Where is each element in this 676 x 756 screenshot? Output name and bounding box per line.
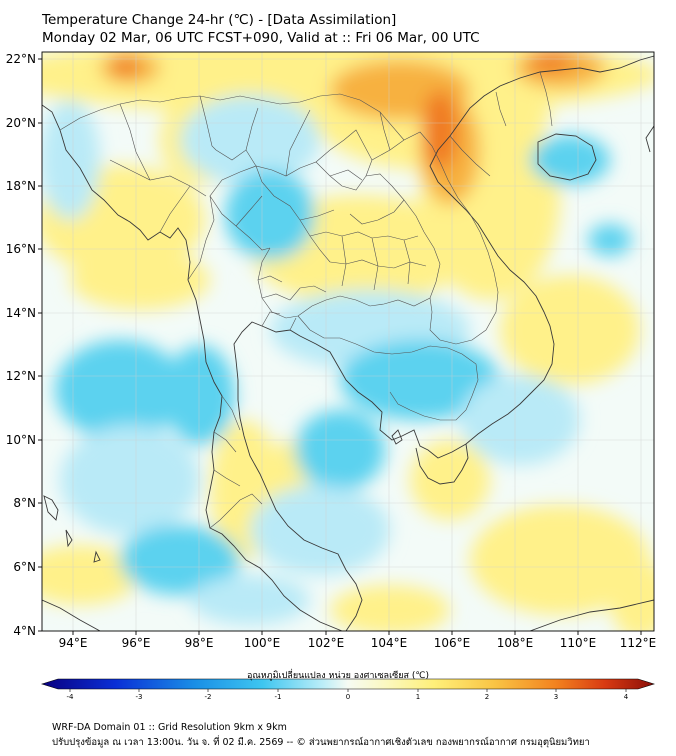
colorbar-tick-label: -3 xyxy=(136,693,143,701)
footer-line-1: WRF-DA Domain 01 :: Grid Resolution 9km … xyxy=(52,722,287,733)
temperature-field xyxy=(42,52,654,631)
colorbar-label: อุณหภูมิเปลี่ยนแปลง หน่วย องศาเซลเซียส (… xyxy=(246,671,430,681)
very-hot-top-right xyxy=(528,52,572,72)
border-isaan-provinces xyxy=(309,199,427,291)
warm-andaman-north xyxy=(70,250,210,310)
border-laos-vietnam xyxy=(365,131,499,345)
title-line-1: Temperature Change 24-hr (℃) - [Data Ass… xyxy=(42,12,397,28)
lat-label: 18°N xyxy=(6,179,36,193)
coast-andaman-islands xyxy=(43,495,59,521)
colorbar-tick-label: 2 xyxy=(485,693,489,701)
map-title: Temperature Change 24-hr (℃) - [Data Ass… xyxy=(42,11,480,47)
coastlines xyxy=(42,55,654,631)
cold-cambodia xyxy=(340,340,500,420)
warm-south-china-sea xyxy=(500,275,640,385)
lat-label: 8°N xyxy=(13,496,36,510)
warm-cambodia-south xyxy=(410,440,490,520)
coast-luzon-strait xyxy=(645,125,654,153)
border-laos-internal xyxy=(315,111,391,181)
plot-frame xyxy=(41,51,655,632)
border-myanmar-thai xyxy=(187,161,441,319)
latitude-labels: 22°N 20°N 18°N 16°N 14°N 12°N 10°N 8°N 6… xyxy=(6,52,36,638)
lat-label: 16°N xyxy=(6,242,36,256)
border-myanmar-internal xyxy=(109,95,311,233)
coast-hainan xyxy=(537,133,597,181)
very-hot-top-left xyxy=(111,56,139,76)
colorbar-ticks xyxy=(69,689,627,692)
coast-myanmar-west xyxy=(42,104,343,631)
colorbar-tick-label: 4 xyxy=(624,693,629,701)
cold-west-edge xyxy=(42,100,100,220)
lat-label: 12°N xyxy=(6,369,36,383)
border-central-provinces xyxy=(257,275,327,331)
coast-phu-quoc xyxy=(391,429,403,445)
grid-lines xyxy=(42,52,654,631)
land-borders xyxy=(59,71,553,529)
coast-nicobar xyxy=(65,529,101,563)
border-vietnam-internal xyxy=(449,71,553,177)
border-cambodia xyxy=(297,315,479,421)
cold-andaman xyxy=(55,340,185,440)
cold-sea-east xyxy=(588,224,632,256)
lon-label: 106°E xyxy=(434,636,471,650)
longitude-labels: 94°E 96°E 98°E 100°E 102°E 104°E 106°E 1… xyxy=(59,636,657,650)
footer-line-2: ปรับปรุงข้อมูล ณ เวลา 13:00น. วัน จ. ที่… xyxy=(52,737,590,748)
cold-gulf xyxy=(295,410,385,490)
colorbar-tick-label: -2 xyxy=(205,693,212,701)
cold-andaman-south xyxy=(60,425,200,535)
coast-vietnam-south xyxy=(415,443,469,485)
lon-label: 102°E xyxy=(308,636,345,650)
border-malay-peninsula xyxy=(209,395,263,529)
border-thai-provinces-north xyxy=(209,149,335,263)
lat-label: 6°N xyxy=(13,560,36,574)
cold-thai-north xyxy=(225,170,315,260)
colorbar-tick-label: 0 xyxy=(346,693,350,701)
cold-malacca xyxy=(120,525,240,595)
lon-label: 94°E xyxy=(59,636,88,650)
cold-gulf-south xyxy=(250,485,390,575)
lon-label: 108°E xyxy=(497,636,534,650)
lat-label: 20°N xyxy=(6,116,36,130)
cold-myanmar-north xyxy=(180,95,320,185)
lat-label: 14°N xyxy=(6,306,36,320)
title-line-2: Monday 02 Mar, 06 UTC FCST+090, Valid at… xyxy=(42,30,480,46)
colorbar-tick-label: 3 xyxy=(554,693,558,701)
lon-label: 100°E xyxy=(244,636,281,650)
lon-label: 96°E xyxy=(122,636,151,650)
cold-laos-east xyxy=(530,135,610,185)
lat-label: 4°N xyxy=(13,624,36,638)
lat-label: 22°N xyxy=(6,52,36,66)
coast-borneo xyxy=(529,599,654,631)
warm-bottom-right xyxy=(610,560,654,631)
colorbar: -4 -3 -2 -1 0 1 2 3 4 xyxy=(40,678,656,701)
colorbar-tick-label: -1 xyxy=(275,693,282,701)
lon-label: 112°E xyxy=(620,636,657,650)
cold-east-sea xyxy=(460,375,580,465)
border-myanmar-north xyxy=(59,93,405,141)
colorbar-tick-label: 1 xyxy=(416,693,420,701)
axis-ticks xyxy=(38,58,642,635)
warm-south-centre xyxy=(330,585,450,631)
very-hot-north-vietnam xyxy=(422,90,458,170)
lat-label: 10°N xyxy=(6,433,36,447)
lon-label: 110°E xyxy=(560,636,597,650)
coast-sumatra xyxy=(42,599,101,631)
coast-thai-gulf xyxy=(233,55,654,631)
cold-gulf-west xyxy=(165,345,235,445)
colorbar-tick-label: -4 xyxy=(67,693,75,701)
lon-label: 98°E xyxy=(185,636,214,650)
cold-south-centre xyxy=(190,575,310,625)
colorbar-bar xyxy=(40,678,656,690)
warm-bottom-left xyxy=(42,545,140,605)
lon-label: 104°E xyxy=(371,636,408,650)
